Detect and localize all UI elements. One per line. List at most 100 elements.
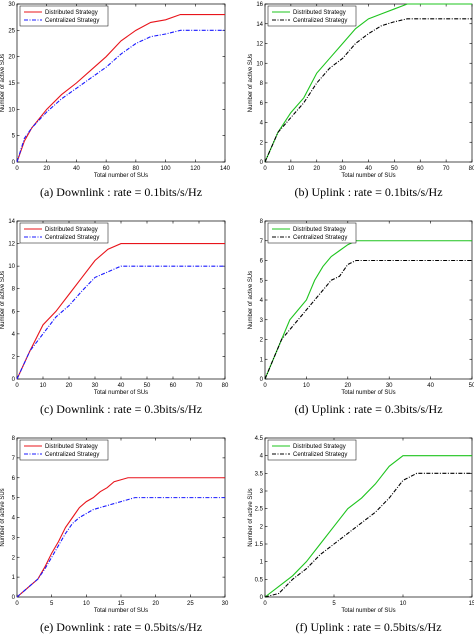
y-tick-label: 14 <box>8 219 15 225</box>
x-tick-label: 10 <box>303 383 310 389</box>
subfigure-caption: (f) Uplink : rate = 0.5bits/s/Hz <box>295 620 441 634</box>
x-tick-label: 70 <box>196 383 203 389</box>
x-axis-label: Total number of SUs <box>341 390 395 396</box>
legend: Distributed Strategy Centralized Strategy <box>267 5 357 27</box>
y-tick-label: 3 <box>260 318 264 324</box>
x-tick-label: 30 <box>339 166 346 172</box>
x-axis-label: Total number of SUs <box>94 608 148 614</box>
chart-4: 0 10 20 30 40 50 0 1 2 3 4 5 6 7 8 Total number of SUs N… <box>248 219 474 416</box>
y-tick-label: 4.5 <box>255 436 264 442</box>
legend-entry: Centralized Strategy <box>293 18 347 24</box>
y-tick-label: 0 <box>260 595 264 601</box>
chart-5: 0 5 10 15 20 25 30 0 1 2 3 4 5 6 7 8 Total number of SUs… <box>0 436 229 634</box>
y-tick-label: 7 <box>12 456 16 462</box>
legend-entry: Centralized Strategy <box>45 18 99 24</box>
x-tick-label: 20 <box>66 383 73 389</box>
x-tick-label: 15 <box>469 601 474 607</box>
y-tick-label: 4 <box>12 516 16 522</box>
y-tick-label: 2 <box>260 140 264 146</box>
subfigure-caption: (e) Downlink : rate = 0.5bits/s/Hz <box>40 620 202 634</box>
series-line-1 <box>264 3 472 163</box>
y-tick-label: 8 <box>12 287 16 293</box>
x-tick-label: 60 <box>170 383 177 389</box>
x-tick-label: 20 <box>344 383 351 389</box>
legend-entry: Distributed Strategy <box>293 444 346 450</box>
legend: Distributed Strategy Centralized Strategy <box>19 5 109 27</box>
subfigure-caption: (c) Downlink : rate = 0.3bits/s/Hz <box>40 402 202 416</box>
y-tick-label: 20 <box>8 55 15 61</box>
legend-entry: Centralized Strategy <box>45 235 99 241</box>
x-tick-label: 60 <box>417 166 424 172</box>
y-tick-label: 8 <box>12 436 16 442</box>
y-tick-label: 1 <box>260 357 264 363</box>
y-axis-label: Number of active SUs <box>248 271 254 329</box>
series-line-1 <box>264 455 472 598</box>
x-axis-label: Total number of SUs <box>94 390 148 396</box>
y-tick-label: 12 <box>8 242 15 248</box>
x-tick-label: 10 <box>40 383 47 389</box>
x-tick-label: 40 <box>427 383 434 389</box>
subfigure-caption: (d) Uplink : rate = 0.3bits/s/Hz <box>294 402 442 416</box>
y-tick-label: 4 <box>12 332 16 338</box>
x-axis-label: Total number of SUs <box>341 608 395 614</box>
chart-2: 0 10 20 30 40 50 60 70 80 0 2 4 6 8 10 12 14 16 Total numb… <box>248 2 474 199</box>
y-tick-label: 12 <box>256 42 263 48</box>
x-axis-label: Total number of SUs <box>341 173 395 179</box>
x-tick-label: 50 <box>469 383 474 389</box>
y-tick-label: 0 <box>260 377 264 383</box>
x-tick-label: 80 <box>222 383 229 389</box>
series-line-1 <box>16 243 225 380</box>
legend: Distributed Strategy Centralized Strategy <box>267 439 357 461</box>
y-tick-label: 10 <box>8 107 15 113</box>
legend-entry: Centralized Strategy <box>293 235 347 241</box>
y-tick-label: 0.5 <box>255 577 264 583</box>
y-tick-label: 1 <box>12 575 16 581</box>
y-tick-label: 30 <box>8 2 15 8</box>
x-tick-label: 120 <box>190 166 201 172</box>
y-tick-label: 2 <box>260 338 264 344</box>
x-tick-label: 20 <box>313 166 320 172</box>
y-axis-label: Number of active SUs <box>0 271 6 329</box>
y-tick-label: 4 <box>260 121 264 127</box>
x-tick-label: 5 <box>332 601 336 607</box>
x-tick-label: 0 <box>263 601 267 607</box>
x-tick-label: 30 <box>92 383 99 389</box>
y-tick-label: 3 <box>260 489 264 495</box>
y-tick-label: 16 <box>256 2 263 8</box>
y-tick-label: 14 <box>256 22 263 28</box>
plot-area <box>16 437 226 598</box>
y-tick-label: 4 <box>260 454 264 460</box>
legend: Distributed Strategy Centralized Strategy <box>19 439 109 461</box>
y-tick-label: 7 <box>260 239 264 245</box>
y-tick-label: 5 <box>12 496 16 502</box>
series-line-1 <box>16 13 225 163</box>
x-tick-label: 60 <box>103 166 110 172</box>
x-tick-label: 0 <box>263 166 267 172</box>
x-tick-label: 40 <box>118 383 125 389</box>
legend-box <box>267 5 357 27</box>
legend-entry: Centralized Strategy <box>45 452 99 458</box>
series-line-1 <box>16 477 225 598</box>
legend-box <box>19 439 109 461</box>
plot-area <box>16 3 226 163</box>
x-tick-label: 30 <box>386 383 393 389</box>
y-tick-label: 8 <box>260 81 264 87</box>
x-tick-label: 80 <box>133 166 140 172</box>
chart-1: 0 20 40 60 80 100 120 140 0 5 10 15 20 25 30 Total numb… <box>0 2 231 199</box>
legend-box <box>267 439 357 461</box>
y-tick-label: 0 <box>12 595 16 601</box>
y-tick-label: 10 <box>8 264 15 270</box>
y-tick-label: 6 <box>260 101 264 107</box>
series-line-2 <box>264 472 472 598</box>
x-tick-label: 70 <box>443 166 450 172</box>
y-tick-label: 5 <box>12 134 16 140</box>
y-tick-label: 6 <box>12 476 16 482</box>
x-tick-label: 100 <box>161 166 172 172</box>
y-tick-label: 4 <box>260 298 264 304</box>
legend-entry: Distributed Strategy <box>45 227 98 233</box>
legend-box <box>19 222 109 244</box>
legend-box <box>19 5 109 27</box>
x-tick-label: 20 <box>152 601 159 607</box>
legend-box <box>267 222 357 244</box>
